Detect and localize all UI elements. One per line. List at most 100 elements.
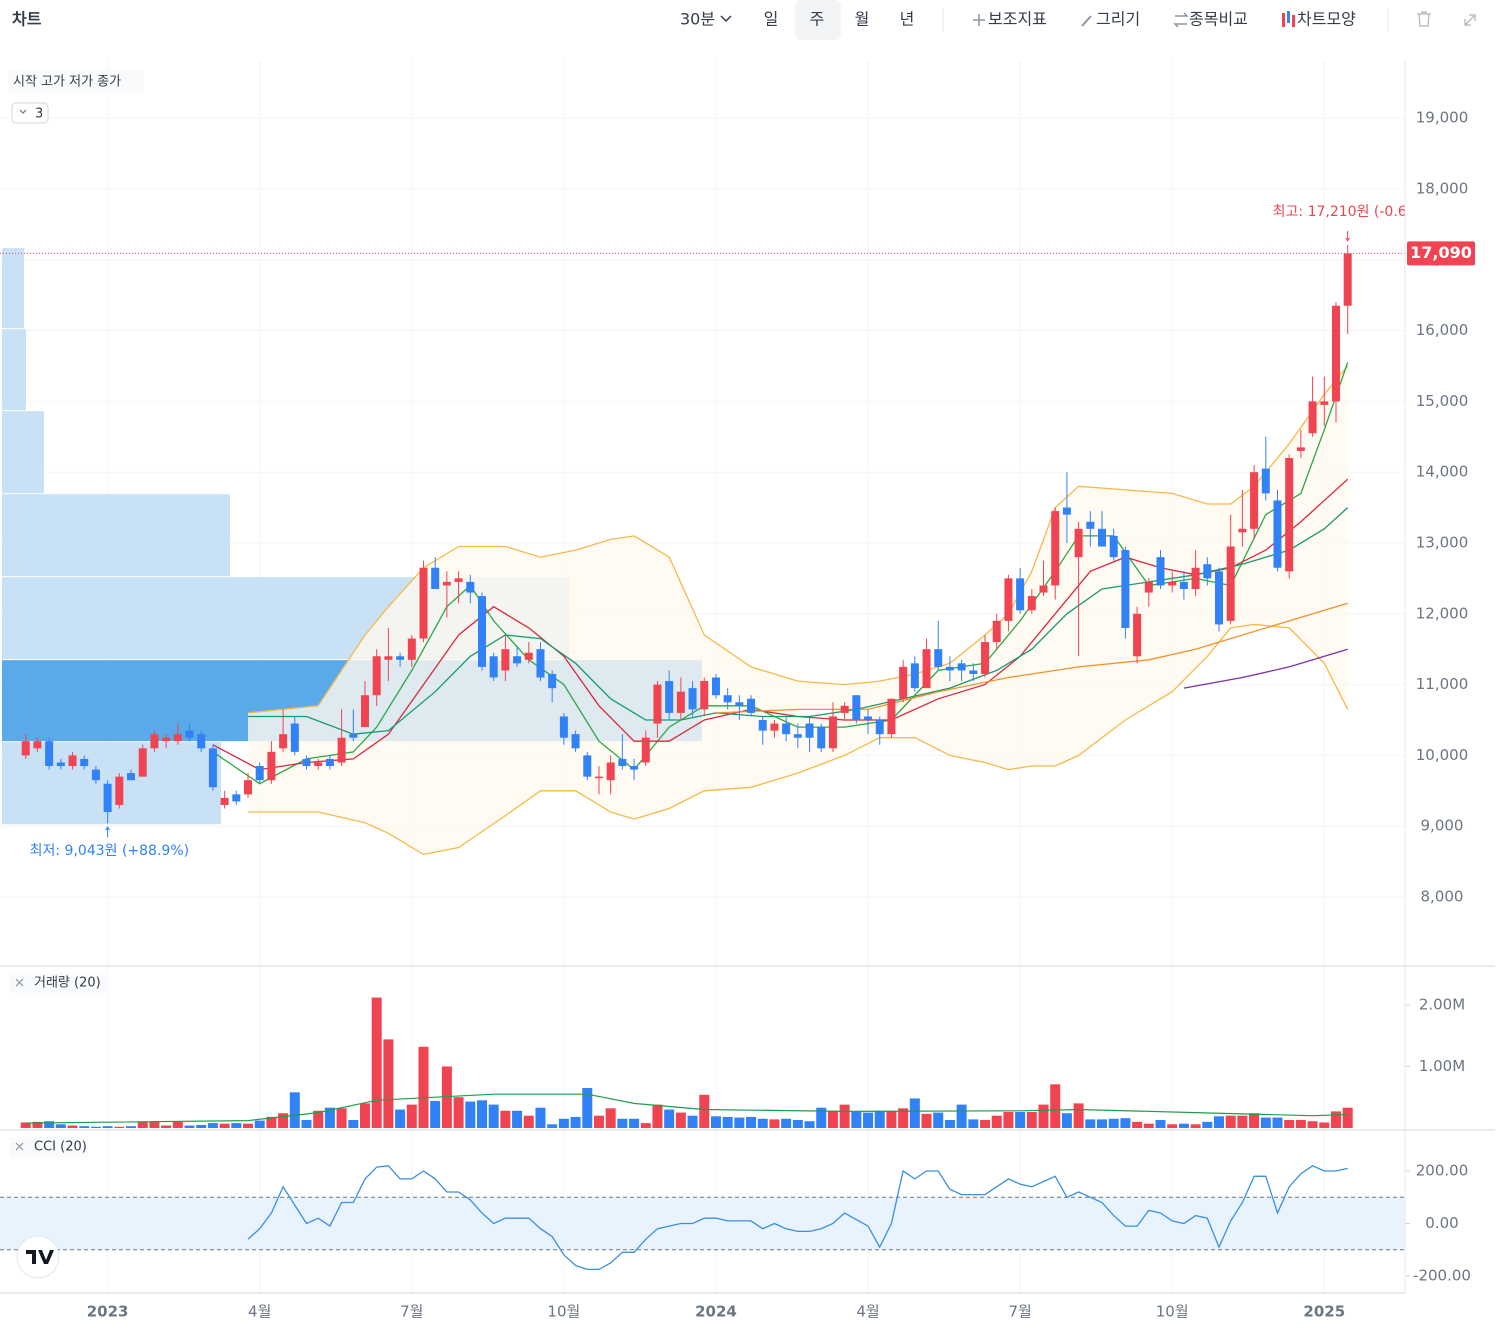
period-button[interactable]: 주 [810,10,825,29]
toolbar: 차트 30분 일 주 월 년 보조지표 그리기 종목비교 차트모양 [12,0,1476,40]
volume-bar [1202,1121,1213,1128]
y-tick-label: 11,000 [1416,675,1469,693]
volume-bar [757,1118,768,1128]
y-tick-label: 18,000 [1416,179,1469,197]
volume-bar [968,1119,979,1128]
y-tick-label: 10,000 [1416,746,1469,764]
annotation: 최저: 9,043원 (+88.9%) [30,843,189,859]
volume-bar [500,1110,511,1128]
candle-body [606,762,615,781]
close-icon[interactable] [15,1142,24,1151]
candle-body [782,723,791,735]
candle-body [630,766,639,770]
volume-bar [254,1120,265,1128]
candle-body [197,734,206,749]
candle-body [173,734,182,742]
volume-bar [1319,1122,1330,1128]
cci-line [247,1165,1348,1271]
candle-body [138,748,147,777]
period-button[interactable]: 년 [900,10,915,29]
close-icon[interactable] [15,978,24,987]
volume-bar [1085,1119,1096,1128]
candle-body [290,723,299,752]
volume-bar [956,1104,967,1128]
volume-bar [44,1121,55,1128]
label-bg [10,1137,88,1157]
candle-body [945,666,954,671]
candle-body [653,684,662,724]
candle-body [1226,546,1235,621]
candle-body [1214,571,1223,625]
candle-body [747,698,756,713]
candle-body [407,638,416,660]
candle-body [758,719,767,731]
dropdown-icon [720,15,732,23]
candle-body [1109,535,1118,558]
candle-body [337,737,346,763]
x-tick-label: 4월 [248,1303,271,1321]
pencil-icon [1081,15,1092,27]
candle-body [1133,613,1142,657]
candle-body [1098,528,1107,547]
candle-body [594,776,603,779]
volume-bar [231,1123,242,1128]
candle-body [981,642,990,674]
candle-body [665,681,674,713]
profile-bar [2,248,24,329]
candle-body [325,758,334,767]
candle-body [934,649,943,667]
volume-bar [126,1126,137,1128]
volume-bar [710,1116,721,1128]
volume-bar [675,1112,686,1128]
candle-body [852,695,861,720]
candle-body [1296,447,1305,451]
volume-bar [1143,1123,1154,1128]
tool-button[interactable]: 그리기 [1096,10,1140,29]
volume-bar [898,1108,909,1128]
tool-button[interactable]: 보조지표 [988,10,1047,29]
indicator-toggle[interactable] [11,102,49,124]
candle-body [700,681,709,710]
candle-body [80,758,89,767]
moving-average [212,478,1349,771]
volume-bar [1225,1115,1236,1128]
candle-body [1144,581,1153,593]
volume-bar [1295,1120,1306,1128]
interval-button[interactable]: 30분 [680,10,715,29]
volume-bar [137,1121,148,1128]
volume-bar [55,1124,66,1128]
volume-bar [570,1116,581,1128]
tool-button[interactable]: 종목비교 [1189,10,1248,29]
candle-body [1179,581,1188,589]
volume-bar [535,1107,546,1128]
candle-body [127,773,136,781]
candle-body [232,794,241,802]
candle-body [115,776,124,805]
period-button[interactable]: 일 [764,10,779,29]
candle-body [922,649,931,689]
volume-bar [1097,1119,1108,1128]
delete-button[interactable] [1417,11,1431,27]
period-button[interactable]: 월 [855,10,870,29]
x-tick-label: 2025 [1303,1303,1345,1321]
volume-bar [441,1066,452,1128]
volume-bar [863,1112,874,1128]
volume-bar [301,1120,312,1128]
y-tick-label: 9,000 [1421,817,1464,835]
annotation: 최고: 17,210원 (-0.6 [1273,204,1407,220]
last-price-tag [1407,241,1475,266]
volume-bar [207,1123,218,1128]
volume-bar [804,1121,815,1128]
volume-bar [827,1110,838,1128]
axes: 2023 4월 7월 10월 2024 4월 7월 10월 2025 8,000 9,000 10,0… [0,60,1495,1321]
volume-bar [1260,1117,1271,1128]
x-tick-label: 7월 [1008,1303,1031,1321]
candle-body [887,698,896,735]
volume-bar [67,1125,78,1128]
candle-body [1343,253,1352,306]
expand-button[interactable] [1464,14,1476,26]
tool-button[interactable]: 차트모양 [1297,10,1356,29]
volume-bar [324,1107,335,1128]
candle-body [910,663,919,689]
volume-bar [395,1109,406,1128]
